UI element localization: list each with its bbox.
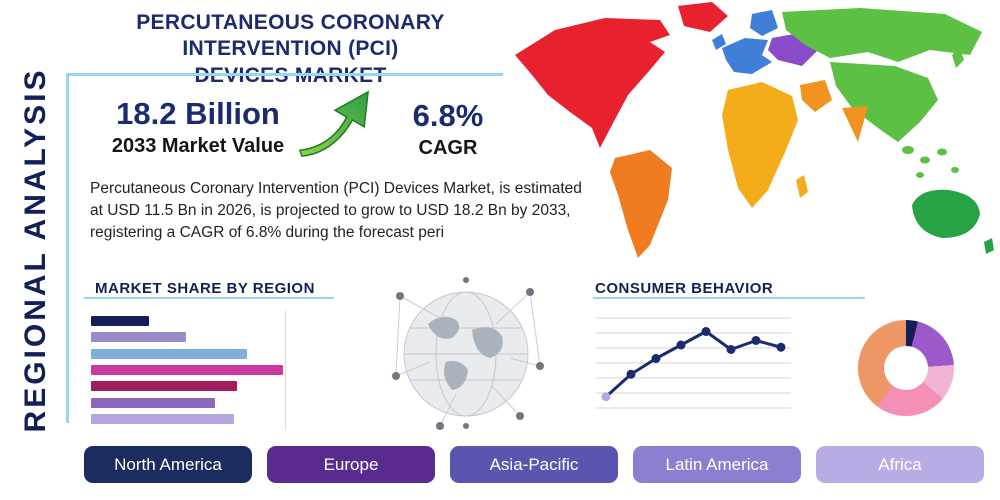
region-button-north-america[interactable]: North America xyxy=(84,446,252,483)
map-africa xyxy=(722,82,808,208)
region-buttons-row: North America Europe Asia-Pacific Latin … xyxy=(84,446,984,483)
bar-segment-5 xyxy=(91,397,215,408)
map-south-america xyxy=(610,150,672,258)
consumer-behavior-underline xyxy=(593,297,865,299)
title-underline xyxy=(66,73,503,76)
vertical-divider xyxy=(66,73,69,423)
region-button-asia-pacific[interactable]: Asia-Pacific xyxy=(450,446,618,483)
region-button-latin-america[interactable]: Latin America xyxy=(633,446,801,483)
bar-segment-2 xyxy=(91,348,247,359)
map-asia xyxy=(782,8,982,178)
title-line1: PERCUTANEOUS CORONARY INTERVENTION (PCI) xyxy=(136,11,445,61)
market-value: 18.2 Billion xyxy=(116,96,280,131)
market-value-label: 2033 Market Value xyxy=(111,135,285,157)
bar-segment-3 xyxy=(91,364,283,375)
cagr-label: CAGR xyxy=(418,137,478,159)
market-share-bar-chart xyxy=(91,310,334,430)
network-globe-image xyxy=(392,277,544,430)
map-north-america xyxy=(515,2,728,148)
cagr-block: 6.8% CAGR xyxy=(388,98,508,160)
map-europe xyxy=(712,10,778,74)
growth-arrow-icon xyxy=(298,90,369,157)
map-australia xyxy=(912,189,994,254)
section-title-consumer-behavior: CONSUMER BEHAVIOR xyxy=(595,280,774,297)
consumer-behavior-line-chart xyxy=(596,317,791,409)
section-title-market-share: MARKET SHARE BY REGION xyxy=(95,280,315,297)
side-label-regional-analysis: REGIONAL ANALYSIS xyxy=(19,67,52,433)
donut-hole xyxy=(884,346,928,390)
market-share-underline xyxy=(84,297,334,299)
bar-segment-6 xyxy=(91,413,235,424)
bar-segment-4 xyxy=(91,381,237,392)
bar-segment-0 xyxy=(91,316,150,326)
bar-segment-1 xyxy=(91,332,186,343)
region-share-donut-chart xyxy=(858,320,954,416)
region-button-africa[interactable]: Africa xyxy=(816,446,984,483)
bar-chart-gridline xyxy=(285,310,287,430)
region-button-europe[interactable]: Europe xyxy=(267,446,435,483)
market-value-block: 18.2 Billion 2033 Market Value xyxy=(88,96,308,158)
market-description: Percutaneous Coronary Intervention (PCI)… xyxy=(90,180,582,241)
world-map xyxy=(515,2,994,258)
cagr-value: 6.8% xyxy=(412,98,484,133)
map-india xyxy=(842,106,868,142)
map-middle-east xyxy=(800,80,832,112)
page-title: PERCUTANEOUS CORONARY INTERVENTION (PCI)… xyxy=(78,10,503,89)
